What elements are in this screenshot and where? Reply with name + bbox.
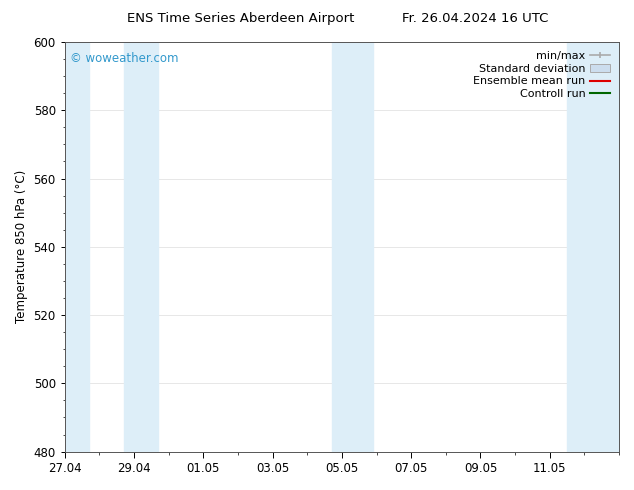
Bar: [567, 42, 619, 452]
Text: Fr. 26.04.2024 16 UTC: Fr. 26.04.2024 16 UTC: [403, 12, 548, 25]
Bar: [353, 42, 373, 452]
Bar: [65, 42, 89, 452]
Bar: [332, 42, 353, 452]
Text: © woweather.com: © woweather.com: [70, 52, 179, 65]
Legend: min/max, Standard deviation, Ensemble mean run, Controll run: min/max, Standard deviation, Ensemble me…: [470, 48, 614, 102]
Bar: [124, 42, 158, 452]
Text: ENS Time Series Aberdeen Airport: ENS Time Series Aberdeen Airport: [127, 12, 354, 25]
Y-axis label: Temperature 850 hPa (°C): Temperature 850 hPa (°C): [15, 170, 28, 323]
